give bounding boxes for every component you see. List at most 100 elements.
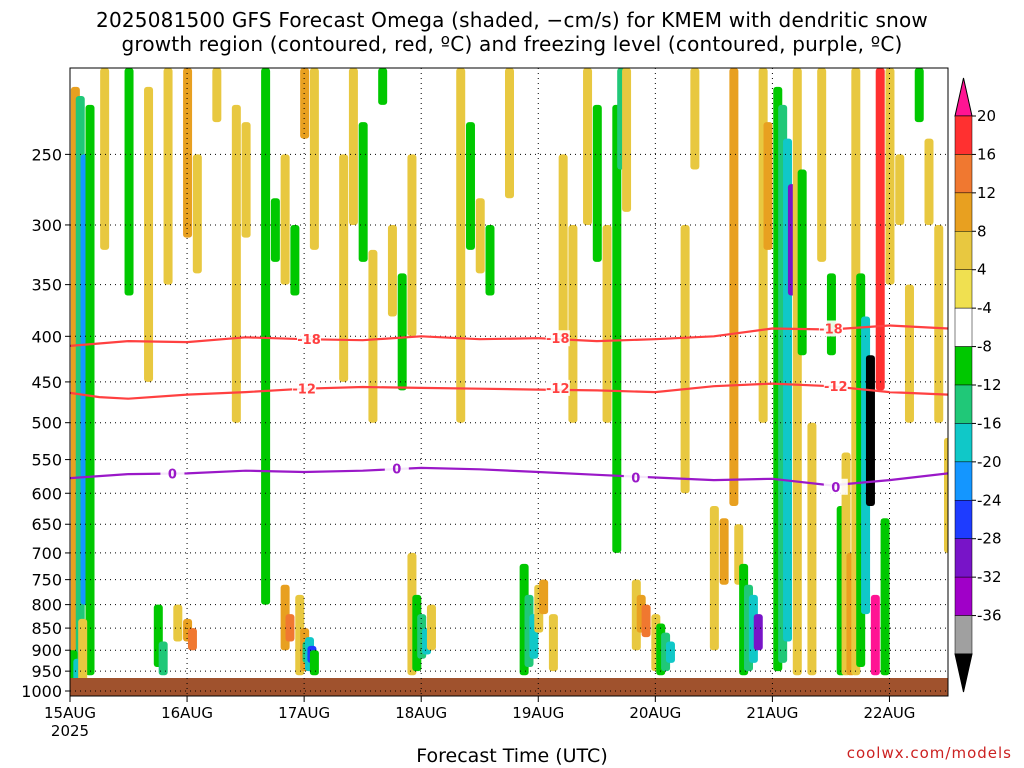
- y-tick-label: 600: [31, 484, 62, 503]
- contour-label: -12: [292, 383, 316, 398]
- omega-cell: [187, 628, 197, 651]
- omega-cell: [583, 68, 593, 225]
- y-tick-label: 500: [31, 414, 62, 433]
- colorbar-label: -8: [977, 338, 992, 356]
- y-tick-label: 950: [31, 662, 62, 681]
- contour-lines: -18 -18 -18 -12 -12 -12 0 0 0 0: [70, 320, 948, 496]
- contour-label-bg: [818, 320, 843, 337]
- chart-title-line2: growth region (contoured, red, ºC) and f…: [121, 32, 903, 56]
- y-tick-label: 1000: [21, 682, 62, 701]
- x-tick-label: 15AUG: [44, 704, 96, 722]
- omega-cell: [475, 198, 485, 274]
- omega-cell: [817, 68, 827, 262]
- omega-cell: [792, 68, 802, 676]
- y-tick-label: 700: [31, 544, 62, 563]
- omega-cell: [290, 224, 300, 296]
- y-tick-label: 900: [31, 641, 62, 660]
- omega-cell: [85, 104, 95, 676]
- watermark: coolwx.com/models: [846, 744, 1012, 762]
- omega-cell: [641, 604, 651, 638]
- contour-label: 0: [168, 467, 177, 482]
- contour-label-bg: [623, 469, 648, 486]
- y-axis-ticks: 250 300 350 400 450 500 550 600 650 700 750 800 850 9…: [21, 145, 70, 701]
- omega-cell: [895, 154, 905, 225]
- colorbar-label: -16: [977, 414, 1002, 432]
- colorbar-label: -12: [977, 376, 1002, 394]
- contour-label-bg: [384, 460, 409, 477]
- x-tick-label: 16AUG: [161, 704, 213, 722]
- omega-cell: [875, 68, 885, 391]
- omega-cell: [826, 273, 836, 356]
- omega-cell: [592, 104, 602, 262]
- chart-title: 2025081500 GFS Forecast Omega (shaded, −…: [0, 8, 1024, 56]
- omega-cell: [904, 284, 914, 423]
- omega-cell: [158, 641, 168, 676]
- colorbar-swatch: [954, 192, 973, 232]
- omega-cell: [270, 198, 280, 262]
- omega-cell: [924, 138, 934, 225]
- omega-cell: [885, 68, 895, 285]
- colorbar-swatch: [954, 307, 973, 347]
- omega-cell: [539, 579, 549, 615]
- omega-cell: [763, 122, 773, 250]
- omega-cell: [163, 68, 173, 285]
- omega-cell: [505, 68, 514, 199]
- colorbar-label: -28: [977, 530, 1002, 548]
- omega-cell: [124, 68, 134, 296]
- omega-cell: [914, 68, 924, 123]
- x-tick-label: 21AUG: [746, 704, 798, 722]
- contour-label: -12: [824, 380, 848, 395]
- contour-label: -18: [546, 332, 570, 347]
- omega-cell: [665, 641, 675, 663]
- colorbar-label: 8: [977, 222, 987, 240]
- omega-cell: [622, 68, 632, 212]
- colorbar-label: 12: [977, 184, 996, 202]
- colorbar-swatch: [954, 269, 973, 309]
- omega-cell: [348, 68, 358, 225]
- y-tick-label: 450: [31, 373, 62, 392]
- omega-cell: [485, 224, 495, 296]
- omega-cell: [241, 122, 251, 238]
- colorbar-label: 4: [977, 261, 987, 279]
- omega-shading: [70, 68, 948, 688]
- colorbar-label: 20: [977, 107, 996, 125]
- colorbar-swatch: [954, 346, 973, 386]
- contour-label: 0: [831, 481, 840, 496]
- omega-cell: [183, 68, 193, 238]
- omega-cell: [144, 86, 154, 382]
- colorbar-label: -24: [977, 491, 1002, 509]
- colorbar-swatch: [954, 500, 973, 539]
- omega-cell: [690, 68, 700, 170]
- contour-label: 0: [631, 471, 640, 486]
- x-tick-label: 20AUG: [629, 704, 681, 722]
- omega-cell: [709, 505, 719, 651]
- omega-cell: [309, 650, 319, 676]
- contour-red-m18: [70, 324, 948, 347]
- omega-cell: [753, 614, 763, 651]
- omega-cell: [397, 273, 407, 391]
- chart-title-line1: 2025081500 GFS Forecast Omega (shaded, −…: [96, 8, 928, 32]
- contour-purple-0: [70, 466, 948, 487]
- x-year-label: 2025: [51, 722, 89, 740]
- colorbar-swatch: [954, 384, 973, 424]
- y-tick-label: 250: [31, 145, 62, 164]
- omega-cell: [358, 122, 368, 262]
- omega-cell: [387, 224, 397, 317]
- x-axis-title: Forecast Time (UTC): [416, 745, 608, 767]
- colorbar-label: -4: [977, 299, 992, 317]
- colorbar-swatch: [954, 615, 973, 655]
- omega-cell: [680, 224, 690, 494]
- y-tick-label: 400: [31, 327, 62, 346]
- colorbar-swatch: [954, 423, 973, 463]
- omega-cell: [339, 154, 349, 382]
- colorbar-label: -20: [977, 453, 1002, 471]
- y-tick-label: 800: [31, 596, 62, 615]
- omega-cell: [173, 604, 183, 642]
- contour-label-bg: [823, 478, 848, 495]
- omega-cell: [407, 154, 417, 337]
- contour-label-bg: [545, 379, 570, 396]
- contour-label-bg: [160, 465, 185, 482]
- colorbar-swatch: [954, 231, 973, 270]
- omega-cell: [729, 68, 739, 506]
